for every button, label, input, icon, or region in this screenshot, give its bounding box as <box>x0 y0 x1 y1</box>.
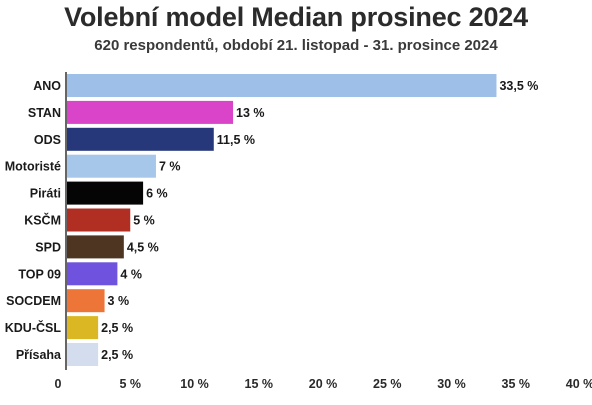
category-label-kscm: KSČM <box>24 213 61 228</box>
x-axis-ticks-group: 0 5 % 10 % 15 % 20 % 25 % 30 % 35 % 40 % <box>55 377 592 391</box>
category-label-pirati: Piráti <box>30 187 61 201</box>
value-label-kdu-csl: 2,5 % <box>101 321 133 335</box>
bar-ano <box>67 74 497 97</box>
category-label-ano: ANO <box>33 79 61 93</box>
value-labels-group: 33,5 % 13 % 11,5 % 7 % 6 % 5 % 4,5 % 4 % 3 % 2,5 … <box>101 79 538 362</box>
value-label-ano: 33,5 % <box>499 79 538 93</box>
category-label-motoriste: Motoristé <box>5 160 61 174</box>
x-tick-label-30: 30 % <box>437 377 466 391</box>
value-label-spd: 4,5 % <box>127 240 159 254</box>
bar-kscm <box>67 208 131 232</box>
bar-spd <box>67 235 124 259</box>
value-label-motoriste: 7 % <box>159 160 181 174</box>
x-tick-label-40: 40 % <box>566 377 592 391</box>
value-label-stan: 13 % <box>236 106 264 120</box>
value-label-socdem: 3 % <box>108 294 130 308</box>
x-tick-label-10: 10 % <box>180 377 209 391</box>
value-label-ods: 11,5 % <box>217 133 255 147</box>
value-label-kscm: 5 % <box>133 214 155 228</box>
x-tick-label-15: 15 % <box>245 377 274 391</box>
bar-pirati <box>67 181 144 205</box>
bar-kdu-csl <box>67 316 99 340</box>
bars-group <box>67 74 497 366</box>
category-label-top-09: TOP 09 <box>18 267 61 281</box>
bar-socdem <box>67 289 105 313</box>
x-tick-label-25: 25 % <box>373 377 402 391</box>
bar-ods <box>67 127 214 151</box>
category-labels-group: ANO STAN ODS Motoristé Piráti KSČM SPD TOP 09 SO… <box>5 79 62 362</box>
category-label-ods: ODS <box>34 133 61 147</box>
x-tick-label-20: 20 % <box>309 377 338 391</box>
chart-title: Volební model Median prosinec 2024 <box>64 2 528 32</box>
bar-motoriste <box>67 154 156 178</box>
bar-top-09 <box>67 262 118 286</box>
x-tick-label-35: 35 % <box>502 377 531 391</box>
value-label-pirati: 6 % <box>146 187 168 201</box>
bar-prisaha <box>67 343 99 366</box>
x-tick-label-0: 0 <box>55 377 62 391</box>
category-label-kdu-csl: KDU-ČSL <box>5 320 62 335</box>
category-label-spd: SPD <box>35 240 61 254</box>
category-label-socdem: SOCDEM <box>6 294 61 308</box>
chart-subtitle: 620 respondentů, období 21. listopad - 3… <box>94 37 498 54</box>
x-tick-label-5: 5 % <box>119 377 141 391</box>
category-label-stan: STAN <box>28 106 61 120</box>
bar-stan <box>67 100 234 124</box>
value-label-prisaha: 2,5 % <box>101 348 133 362</box>
value-label-top-09: 4 % <box>120 267 142 281</box>
category-label-prisaha: Přísaha <box>16 348 62 362</box>
